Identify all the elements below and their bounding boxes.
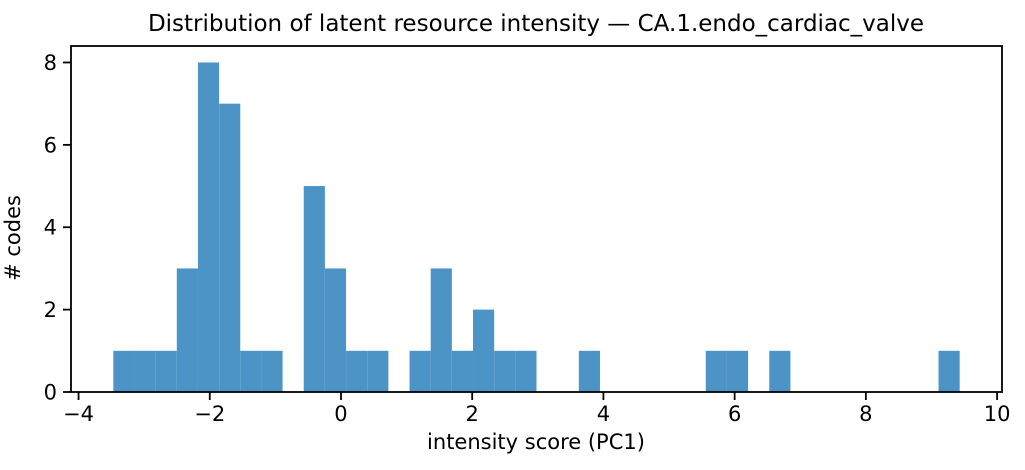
bars-layer (113, 62, 960, 393)
x-tick-label: 4 (597, 402, 610, 426)
histogram-bar (473, 309, 495, 392)
y-tick-label: 8 (44, 51, 57, 75)
histogram-bar (578, 350, 600, 392)
x-tick-label: −4 (63, 402, 94, 426)
histogram-bar (176, 268, 198, 392)
x-tick-label: 6 (728, 402, 741, 426)
axes-layer: −4 −2 0 2 4 6 8 10 0 2 4 6 8 (44, 45, 1011, 426)
y-tick-label: 4 (44, 216, 57, 240)
histogram-bar (430, 268, 452, 392)
histogram-bar (197, 62, 220, 392)
x-tick-label: 10 (984, 402, 1011, 426)
histogram-bar (324, 268, 347, 392)
histogram-bar (219, 103, 241, 393)
histogram-bar (451, 350, 474, 392)
histogram-bar (240, 350, 262, 392)
histogram-bar (769, 350, 791, 392)
x-tick-label: 2 (466, 402, 479, 426)
chart-title: Distribution of latent resource intensit… (148, 11, 924, 37)
histogram-bar (261, 350, 283, 392)
y-tick-label: 2 (44, 298, 57, 322)
histogram-bar (367, 350, 389, 392)
histogram-bar (346, 350, 368, 392)
histogram-bar (726, 350, 749, 392)
histogram-bar (113, 350, 135, 392)
histogram-bar (155, 350, 177, 392)
x-tick-label: −2 (194, 402, 225, 426)
histogram-bar (409, 350, 431, 392)
histogram-bar (515, 350, 537, 392)
y-axis-label: # codes (1, 195, 25, 281)
y-tick-label: 0 (44, 381, 57, 405)
histogram-bar (494, 350, 516, 392)
x-axis-label: intensity score (PC1) (427, 430, 645, 454)
histogram-bar (705, 350, 727, 392)
x-tick-label: 0 (334, 402, 347, 426)
histogram-bar (938, 350, 960, 392)
histogram-bar (134, 350, 156, 392)
y-tick-label: 6 (44, 133, 57, 157)
plot-border (70, 45, 1003, 393)
x-tick-label: 8 (859, 402, 872, 426)
histogram-bar (303, 186, 325, 392)
